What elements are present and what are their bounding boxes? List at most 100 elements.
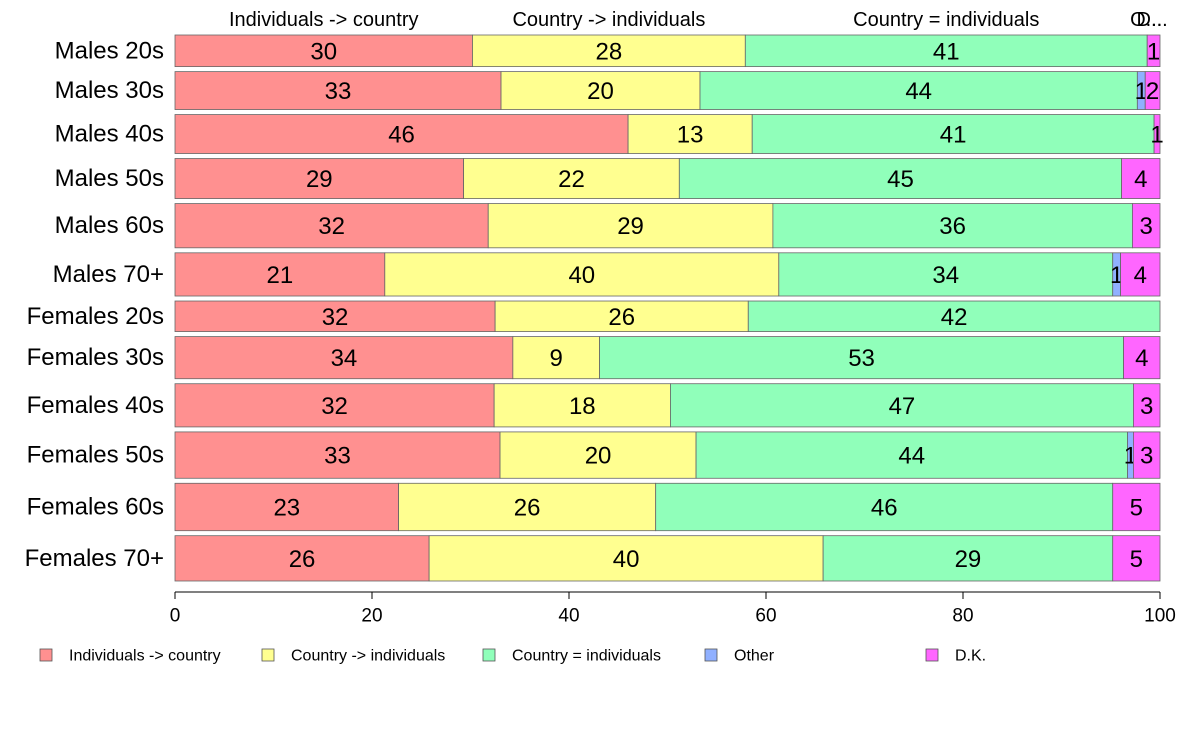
data-label: 2	[1146, 78, 1159, 105]
bar-segment-country-individuals	[463, 158, 680, 199]
data-label: 5	[1130, 546, 1143, 573]
legend-item-country-individuals: Country = individuals	[482, 648, 661, 665]
legend: Individuals -> country Country -> individ…	[39, 648, 986, 665]
bar-segment-country-individuals	[512, 336, 600, 380]
legend-label: Country = individuals	[512, 648, 661, 665]
bar-segment-country-individuals	[747, 300, 1161, 332]
data-label: 4	[1134, 166, 1147, 193]
data-label: 40	[568, 262, 595, 289]
data-label: 34	[331, 345, 358, 372]
data-label: 29	[955, 546, 982, 573]
x-tick-label: 60	[755, 606, 776, 627]
bar-segment-individuals-country	[174, 482, 399, 532]
bar-segment-individuals-country	[174, 203, 489, 249]
data-label: 32	[322, 304, 349, 331]
legend-label: Other	[734, 648, 775, 665]
column-header: Country = individuals	[853, 9, 1039, 31]
row-label: Females 70+	[25, 545, 164, 572]
row-label: Females 50s	[27, 442, 164, 469]
data-label: 20	[585, 443, 612, 470]
row-label: Males 30s	[55, 77, 164, 104]
bar-segment-individuals-country	[174, 114, 629, 154]
column-headers: Individuals -> country Country -> individ…	[229, 9, 1168, 31]
data-label: 53	[848, 345, 875, 372]
data-label: 1	[1135, 78, 1148, 105]
x-axis: 0 20 40 60 80 100	[170, 591, 1176, 627]
data-label: 13	[677, 122, 704, 149]
x-tick-label: 40	[558, 606, 579, 627]
data-label: 26	[608, 304, 635, 331]
data-label: 47	[889, 393, 916, 420]
legend-label: D.K.	[955, 648, 986, 665]
row-label: Males 50s	[55, 165, 164, 192]
row-label: Males 20s	[55, 37, 164, 64]
bar-segment-d-k	[1121, 158, 1161, 199]
data-label: 22	[558, 166, 585, 193]
bar-row-females-70: 26 40 29 5	[174, 535, 1161, 582]
bar-segment-d-k	[1123, 336, 1161, 380]
bar-segment-country-individuals	[428, 535, 824, 582]
data-label: 23	[273, 494, 300, 521]
row-label: Females 40s	[27, 392, 164, 419]
bar-row-males-20s: 30 28 41 1	[174, 34, 1161, 68]
data-label: 41	[933, 38, 960, 65]
data-label: 42	[941, 304, 968, 331]
bar-segment-individuals-country	[174, 431, 501, 479]
bar-segment-country-individuals	[778, 252, 1114, 297]
data-label: 5	[1130, 494, 1143, 521]
bar-segment-country-individuals	[398, 482, 657, 532]
row-labels: Males 20s Males 30s Males 40s Males 50s Male…	[25, 37, 164, 572]
column-header: D...	[1137, 9, 1168, 31]
bar-segment-individuals-country	[174, 158, 465, 199]
data-label: 4	[1134, 262, 1147, 289]
data-label: 40	[613, 546, 640, 573]
row-label: Males 70+	[53, 261, 164, 288]
data-label: 34	[932, 262, 959, 289]
data-label: 20	[587, 78, 614, 105]
data-label: 29	[306, 166, 333, 193]
bar-segment-individuals-country	[174, 71, 502, 110]
data-label: 32	[318, 213, 345, 240]
data-label: 3	[1140, 443, 1153, 470]
data-label: 46	[388, 122, 415, 149]
data-label: 44	[898, 443, 925, 470]
legend-label: Individuals -> country	[69, 648, 221, 665]
x-tick-label: 100	[1144, 606, 1176, 627]
data-label: 9	[550, 345, 563, 372]
column-header: Country -> individuals	[512, 9, 705, 31]
data-label: 26	[514, 494, 541, 521]
data-label: 3	[1140, 213, 1153, 240]
legend-item-country-individuals: Country -> individuals	[261, 648, 445, 665]
bar-row-males-60s: 32 29 36 3	[174, 203, 1161, 249]
bar-segment-d-k	[1144, 71, 1161, 110]
bar-row-males-50s: 29 22 45 4	[174, 158, 1161, 199]
data-label: 41	[940, 122, 967, 149]
data-label: 46	[871, 494, 898, 521]
data-label: 1	[1147, 38, 1160, 65]
bar-segment-individuals-country	[174, 535, 430, 582]
bar-segment-country-individuals	[678, 158, 1122, 199]
data-label: 29	[617, 213, 644, 240]
data-label: 36	[939, 213, 966, 240]
bar-row-females-20s: 32 26 42	[174, 300, 1161, 332]
legend-swatch	[482, 648, 496, 662]
bar-segment-d-k	[1153, 114, 1161, 154]
bar-segment-d-k	[1112, 482, 1161, 532]
row-label: Females 20s	[27, 303, 164, 330]
bar-segment-country-individuals	[699, 71, 1138, 110]
bar-segment-country-individuals	[493, 383, 671, 428]
row-label: Males 60s	[55, 212, 164, 239]
bar-segment-country-individuals	[599, 336, 1124, 380]
legend-label: Country -> individuals	[291, 648, 445, 665]
data-label: 44	[905, 78, 932, 105]
legend-swatch	[925, 648, 939, 662]
bar-segment-country-individuals	[499, 431, 697, 479]
bar-row-females-40s: 32 18 47 3	[174, 383, 1161, 428]
legend-item-d-k: D.K.	[925, 648, 986, 665]
bar-segment-country-individuals	[500, 71, 701, 110]
legend-item-individuals-country: Individuals -> country	[39, 648, 221, 665]
bar-segment-d-k	[1146, 34, 1161, 68]
bar-segment-individuals-country	[174, 300, 496, 332]
